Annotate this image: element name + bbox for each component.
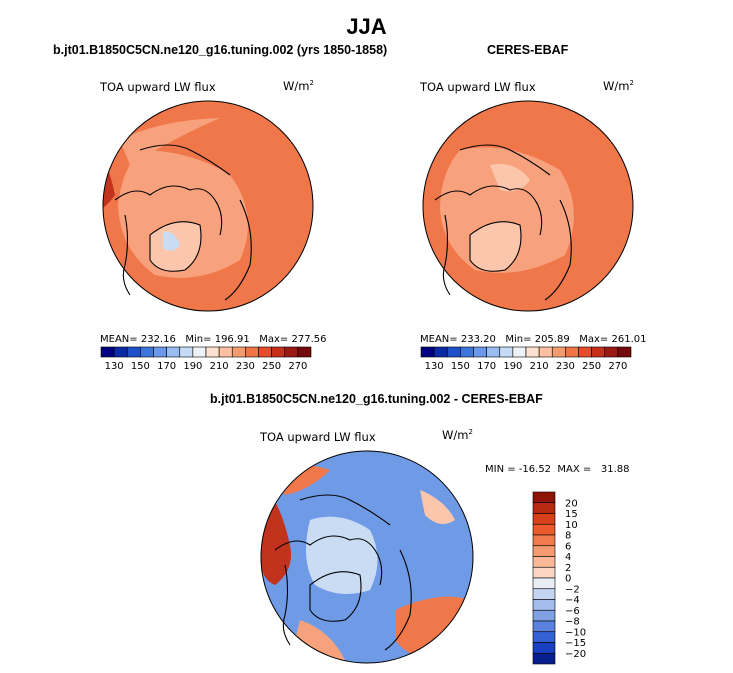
obs-colorbar-box bbox=[617, 346, 632, 358]
diff-colorbar-tick-label: 10 bbox=[565, 520, 578, 531]
obs-colorbar-tick-label: 270 bbox=[608, 361, 627, 372]
obs-polar-region bbox=[490, 164, 530, 192]
diff-colorbar-tick-label: −6 bbox=[565, 606, 580, 617]
model-asia-region bbox=[120, 118, 220, 165]
obs-map-border bbox=[422, 100, 634, 312]
obs-coastline-north bbox=[434, 185, 543, 236]
diff-colorbar-tick-label: 0 bbox=[565, 574, 571, 585]
diff-colorbar-box bbox=[532, 588, 556, 600]
obs-colorbar-tick-label: 150 bbox=[451, 361, 470, 372]
diff-map-border bbox=[260, 450, 474, 664]
diff-colorbar-tick-label: 6 bbox=[565, 541, 571, 552]
obs-colorbar-tick-label: 190 bbox=[503, 361, 522, 372]
model-map-border bbox=[102, 100, 314, 312]
diff-colorbar-tick-label: 8 bbox=[565, 531, 571, 542]
diff-coastline-america bbox=[282, 564, 291, 646]
figure-title: JJA bbox=[346, 14, 387, 39]
diff-colorbar-box bbox=[532, 566, 556, 579]
obs-variable-label: TOA upward LW flux bbox=[420, 80, 536, 94]
model-coastline-greenland bbox=[149, 221, 202, 272]
diff-colorbar-box bbox=[532, 620, 556, 633]
diff-coastline-north bbox=[274, 535, 383, 586]
diff-coastline-greenland bbox=[309, 571, 362, 622]
obs-colorbar-tick-label: 170 bbox=[477, 361, 496, 372]
diff-colorbar-box bbox=[532, 491, 556, 504]
model-colorbar-tick-label: 150 bbox=[131, 361, 150, 372]
model-coastline-europe bbox=[224, 199, 252, 301]
model-coastline-asia bbox=[139, 144, 231, 176]
diff-colorbar-box bbox=[532, 556, 556, 568]
diff-colorbar-box bbox=[532, 577, 556, 590]
model-coastline-america bbox=[122, 214, 131, 296]
diff-panel-title: b.jt01.B1850C5CN.ne120_g16.tuning.002 - … bbox=[210, 392, 543, 406]
diff-stats: MIN = -16.52 MAX = 31.88 bbox=[485, 464, 630, 475]
diff-colorbar-box bbox=[532, 534, 556, 547]
obs-units-label: W/m2 bbox=[603, 79, 634, 93]
diff-colorbar-box bbox=[532, 631, 556, 643]
model-colorbar-tick-label: 130 bbox=[105, 361, 124, 372]
diff-colorbar-tick-label: 2 bbox=[565, 563, 571, 574]
model-colorbar-tick-label: 170 bbox=[157, 361, 176, 372]
model-units-label: W/m2 bbox=[283, 79, 314, 93]
diff-colorbar-tick-label: −4 bbox=[565, 595, 580, 606]
diff-colorbar-box bbox=[532, 599, 556, 611]
obs-colorbar-tick-label: 210 bbox=[530, 361, 549, 372]
diff-colorbar-box bbox=[532, 642, 556, 654]
diff-coastline-asia bbox=[299, 494, 391, 526]
diff-variable-label: TOA upward LW flux bbox=[260, 430, 376, 444]
model-colorbar-box bbox=[297, 346, 312, 358]
obs-colorbar-tick-label: 230 bbox=[556, 361, 575, 372]
diff-colorbar-box bbox=[532, 523, 556, 536]
diff-colorbar-tick-label: −20 bbox=[565, 649, 586, 660]
diff-colorbar-box bbox=[532, 652, 556, 665]
obs-coastline-greenland bbox=[469, 221, 522, 272]
model-colorbar-tick-label: 250 bbox=[262, 361, 281, 372]
diff-colorbar-box bbox=[532, 502, 556, 514]
obs-greenland-ice bbox=[485, 229, 505, 254]
diff-units-label: W/m2 bbox=[442, 428, 473, 442]
diff-colorbar-tick-label: −10 bbox=[565, 627, 586, 638]
diff-colorbar-tick-label: −8 bbox=[565, 617, 580, 628]
model-coastline-north bbox=[114, 185, 223, 236]
obs-stats: MEAN= 233.20 Min= 205.89 Max= 261.01 bbox=[420, 334, 647, 345]
diff-light-region bbox=[420, 490, 455, 524]
diff-colorbar-tick-label: 20 bbox=[565, 498, 578, 509]
diff-colorbar-tick-label: −2 bbox=[565, 584, 580, 595]
diff-colorbar-tick-label: 4 bbox=[565, 552, 571, 563]
model-colorbar-tick-label: 230 bbox=[236, 361, 255, 372]
diff-coastline-europe bbox=[384, 549, 412, 651]
diff-colorbar-box bbox=[532, 609, 556, 622]
diff-colorbar-box bbox=[532, 545, 556, 557]
model-colorbar-tick-label: 270 bbox=[288, 361, 307, 372]
obs-panel-title: CERES-EBAF bbox=[487, 43, 569, 57]
obs-coastline-asia bbox=[459, 144, 551, 176]
diff-colorbar-box bbox=[532, 513, 556, 525]
obs-colorbar-tick-label: 250 bbox=[582, 361, 601, 372]
model-colorbar-tick-label: 190 bbox=[183, 361, 202, 372]
model-colorbar-tick-label: 210 bbox=[210, 361, 229, 372]
model-panel-title: b.jt01.B1850C5CN.ne120_g16.tuning.002 (y… bbox=[53, 43, 388, 57]
diff-colorbar-tick-label: −15 bbox=[565, 638, 586, 649]
diff-colorbar-tick-label: 15 bbox=[565, 509, 578, 520]
obs-coastline-europe bbox=[544, 199, 572, 301]
model-stats: MEAN= 232.16 Min= 196.91 Max= 277.56 bbox=[100, 334, 327, 345]
obs-colorbar-tick-label: 130 bbox=[425, 361, 444, 372]
model-variable-label: TOA upward LW flux bbox=[100, 80, 216, 94]
obs-coastline-america bbox=[442, 214, 451, 296]
model-greenland-ice bbox=[163, 231, 180, 251]
